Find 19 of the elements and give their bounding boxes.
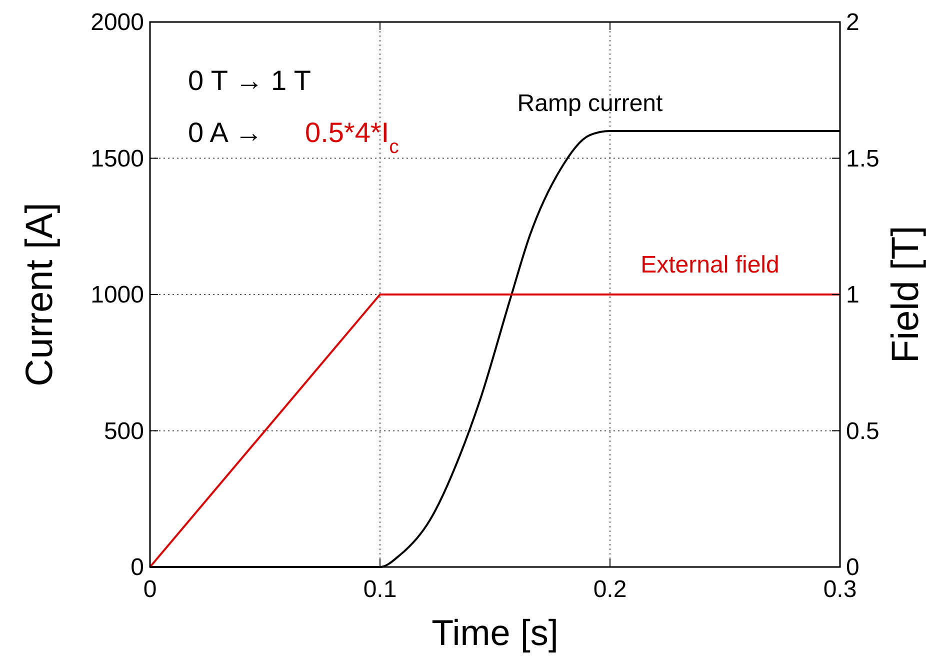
annotation: 0.5*4*I$_{c}$ — [305, 117, 400, 158]
y-tick-label: 1500 — [90, 145, 144, 172]
y2-axis-title: Field [T] — [885, 226, 926, 364]
y-tick-label: 1000 — [90, 282, 144, 308]
annotation: 0 A → — [188, 117, 263, 148]
y-axis-title: Current [A] — [19, 202, 61, 386]
y-tick-label: 500 — [104, 418, 144, 445]
series-label: Ramp current — [517, 90, 664, 117]
y2-tick-label: 1 — [846, 282, 860, 308]
y2-tick-label: 2 — [846, 9, 860, 36]
y-tick-label: 2000 — [90, 9, 144, 36]
annotation: 0 T → 1 T — [188, 65, 311, 96]
y-tick-label: 0 — [130, 554, 144, 581]
x-tick-label: 0.2 — [593, 576, 627, 603]
x-axis-title: Time [s] — [432, 612, 558, 653]
x-tick-label: 0.1 — [363, 576, 397, 603]
y2-tick-label: 0.5 — [846, 418, 880, 445]
series-label: External field — [640, 252, 780, 278]
y2-tick-label: 1.5 — [846, 145, 880, 172]
